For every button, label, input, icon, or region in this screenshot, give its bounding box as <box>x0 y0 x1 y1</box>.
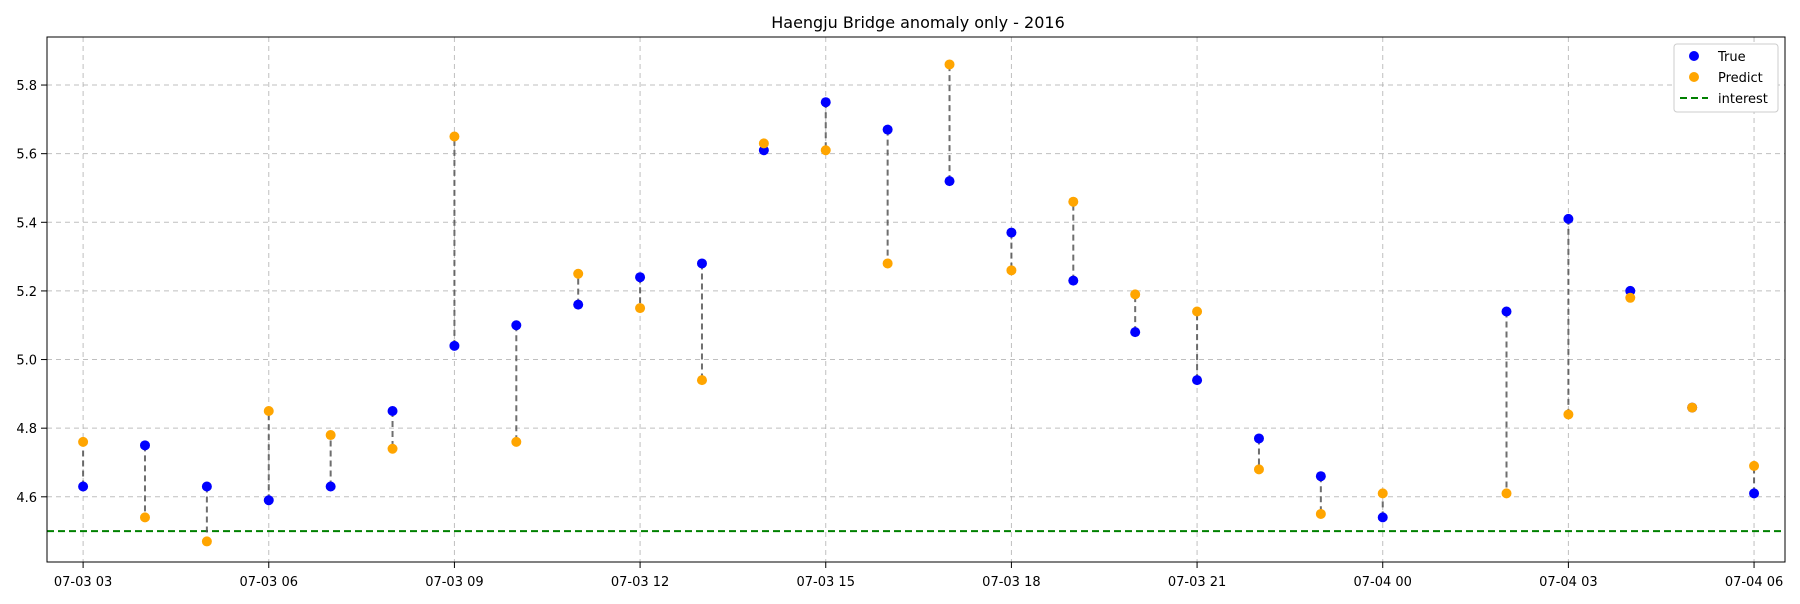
true-point <box>1749 488 1760 499</box>
true-point <box>201 481 212 492</box>
error-lines <box>82 64 1756 542</box>
x-tick-label: 07-03 09 <box>425 575 483 590</box>
true-point <box>944 176 955 187</box>
true-point <box>1563 213 1574 224</box>
predict-point <box>449 131 460 142</box>
predict-point <box>1501 488 1512 499</box>
chart-title: Haengju Bridge anomaly only - 2016 <box>771 13 1065 32</box>
predict-point <box>263 406 274 417</box>
x-tick-label: 07-03 03 <box>54 575 112 590</box>
predict-point <box>820 145 831 156</box>
predict-point <box>1563 409 1574 420</box>
x-tick-label: 07-03 18 <box>982 575 1040 590</box>
predict-point <box>1687 402 1698 413</box>
predict-point <box>387 443 398 454</box>
predict-point <box>1192 306 1203 317</box>
true-point <box>758 145 769 156</box>
predict-point <box>1253 464 1264 475</box>
true-point <box>1501 306 1512 317</box>
predict-point <box>696 375 707 386</box>
legend-interest-label: interest <box>1718 92 1768 107</box>
grid <box>47 37 1785 562</box>
true-point <box>511 320 522 331</box>
legend-true-label: True <box>1717 50 1746 65</box>
y-tick-label: 5.2 <box>16 285 37 300</box>
predict-point <box>325 430 336 441</box>
true-point <box>1006 227 1017 238</box>
predict-point <box>1749 460 1760 471</box>
true-point <box>1315 471 1326 482</box>
predict-point <box>1130 289 1141 300</box>
x-tick-label: 07-03 15 <box>797 575 855 590</box>
y-tick-label: 4.8 <box>16 422 37 437</box>
predict-point <box>201 536 212 547</box>
x-axis: 07-03 03 07-03 06 07-03 09 07-03 12 07-03 15… <box>54 562 1783 590</box>
true-point <box>325 481 336 492</box>
legend: True Predict interest <box>1673 43 1779 113</box>
y-tick-label: 4.6 <box>16 491 37 506</box>
predict-point <box>635 303 646 314</box>
true-point <box>139 440 150 451</box>
predict-point <box>1315 508 1326 519</box>
data-points <box>78 59 1760 547</box>
legend-predict-label: Predict <box>1718 71 1763 86</box>
predict-point <box>139 512 150 523</box>
predict-point <box>1625 292 1636 303</box>
true-point <box>78 481 89 492</box>
true-point <box>263 495 274 506</box>
true-point <box>573 299 584 310</box>
predict-point <box>1006 265 1017 276</box>
true-point <box>820 97 831 108</box>
y-tick-label: 5.8 <box>16 79 37 94</box>
predict-point <box>882 258 893 269</box>
predict-point <box>1068 196 1079 207</box>
y-tick-label: 5.6 <box>16 148 37 163</box>
x-tick-label: 07-04 00 <box>1354 575 1412 590</box>
predict-point <box>511 436 522 447</box>
x-tick-label: 07-03 12 <box>611 575 669 590</box>
true-point <box>1068 275 1079 286</box>
true-point <box>1130 327 1141 338</box>
true-point <box>1377 512 1388 523</box>
true-point <box>449 340 460 351</box>
y-tick-label: 5.4 <box>16 216 37 231</box>
x-tick-label: 07-04 03 <box>1539 575 1597 590</box>
legend-true-marker <box>1689 51 1699 61</box>
predict-point <box>573 268 584 279</box>
predict-point <box>944 59 955 70</box>
true-point <box>1253 433 1264 444</box>
plot-frame <box>46 36 1786 563</box>
predict-point <box>78 436 89 447</box>
true-point <box>1192 375 1203 386</box>
true-point <box>882 124 893 135</box>
y-tick-label: 5.0 <box>16 354 37 369</box>
predict-point <box>1377 488 1388 499</box>
true-point <box>1625 285 1636 296</box>
true-point <box>696 258 707 269</box>
true-point <box>635 272 646 283</box>
y-axis: 4.6 4.8 5.0 5.2 5.4 5.6 5.8 <box>16 79 47 506</box>
x-tick-label: 07-04 06 <box>1725 575 1783 590</box>
x-tick-label: 07-03 06 <box>240 575 298 590</box>
legend-box <box>1673 43 1779 113</box>
legend-predict-marker <box>1689 72 1699 82</box>
true-point <box>387 406 398 417</box>
x-tick-label: 07-03 21 <box>1168 575 1226 590</box>
predict-point <box>758 138 769 149</box>
